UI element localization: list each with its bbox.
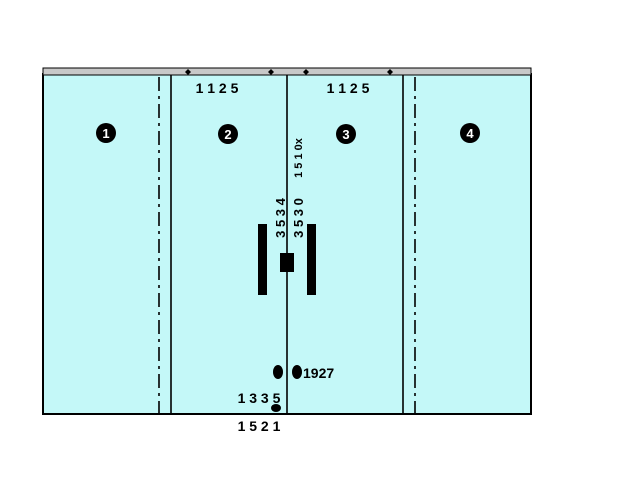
rail-markers — [185, 69, 393, 75]
oval-marker-left — [273, 365, 283, 379]
zone-badge-1: 1 — [96, 123, 116, 143]
marker-label: 1927 — [303, 365, 334, 381]
vertical-label-c: 1 5 1 0x — [293, 137, 305, 178]
oval-marker-right — [292, 365, 302, 379]
zone-badge-3: 3 — [336, 124, 356, 144]
rail-marker — [268, 69, 274, 75]
vertical-label-a: 3 5 3 4 — [273, 197, 288, 238]
bar-left — [258, 224, 267, 295]
zone-label: 2 — [224, 127, 231, 142]
zone-label: 1 — [102, 126, 109, 141]
top-label-left: 1 1 2 5 — [196, 80, 239, 96]
bottom-label-lower: 1 5 2 1 — [238, 418, 281, 434]
zone-badge-4: 4 — [460, 123, 480, 143]
top-label-right: 1 1 2 5 — [327, 80, 370, 96]
rail-marker — [387, 69, 393, 75]
bottom-oval-marker — [271, 404, 281, 412]
rail-marker — [185, 69, 191, 75]
zone-label: 4 — [466, 126, 474, 141]
bottom-label-upper: 1 3 3 5 — [238, 390, 281, 406]
rail-marker — [303, 69, 309, 75]
bar-right — [307, 224, 316, 295]
top-rail — [42, 67, 532, 76]
zone-label: 3 — [342, 127, 349, 142]
center-block — [280, 253, 294, 272]
zone-badge-2: 2 — [218, 124, 238, 144]
vertical-label-b: 3 5 3 0 — [291, 198, 306, 238]
